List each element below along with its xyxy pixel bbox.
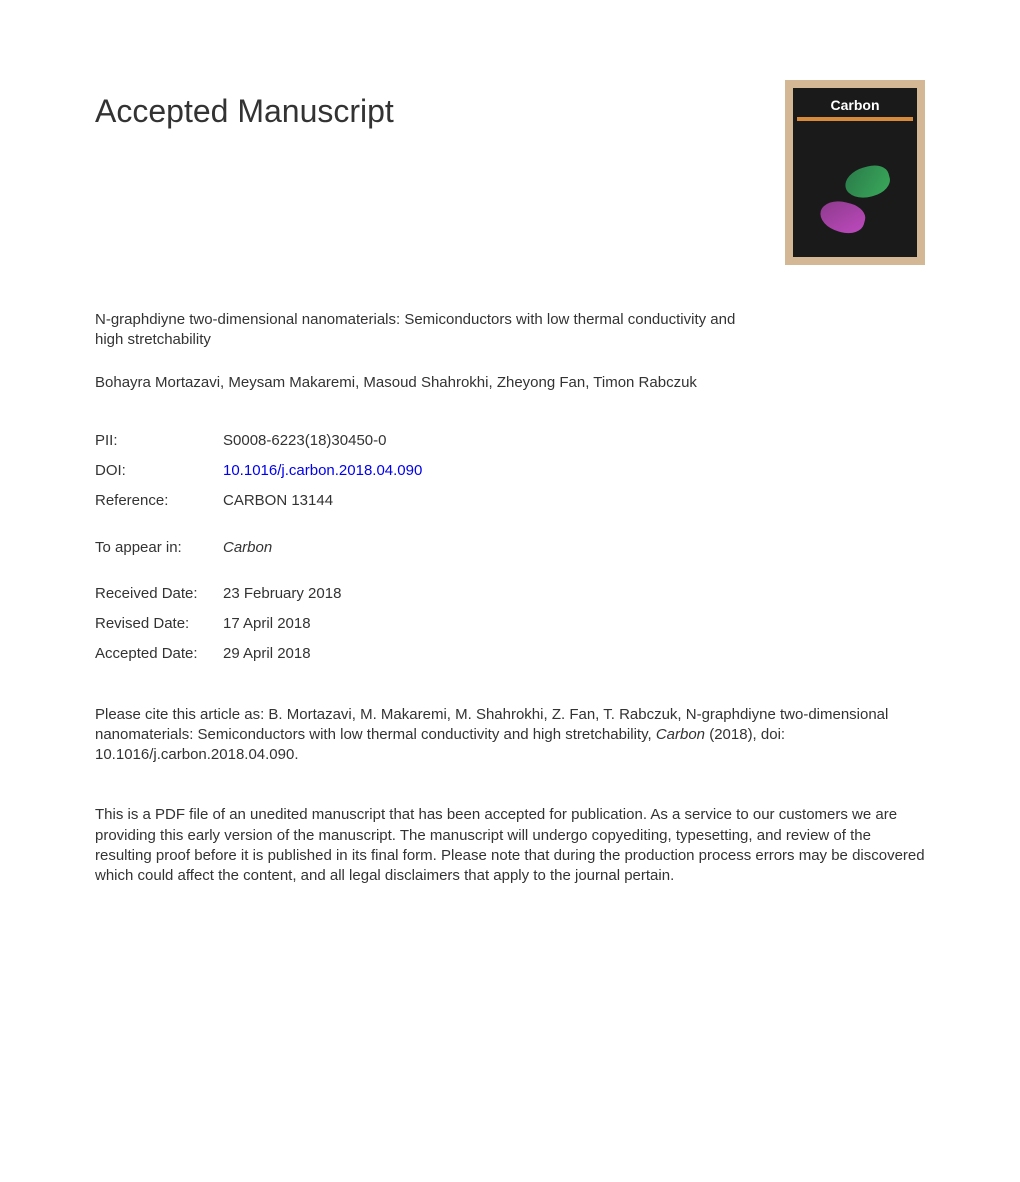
meta-value-doi[interactable]: 10.1016/j.carbon.2018.04.090 — [223, 461, 925, 481]
citation-journal: Carbon — [656, 726, 705, 743]
article-title: N-graphdiyne two-dimensional nanomateria… — [95, 310, 745, 351]
meta-row-reference: Reference: CARBON 13144 — [95, 491, 925, 511]
journal-cover-inner: Carbon — [793, 88, 917, 257]
meta-label-received: Received Date: — [95, 584, 223, 604]
journal-cover-thumbnail: Carbon — [785, 80, 925, 265]
citation-text: Please cite this article as: B. Mortazav… — [95, 705, 925, 766]
meta-label-reference: Reference: — [95, 491, 223, 511]
meta-value-pii: S0008-6223(18)30450-0 — [223, 431, 925, 451]
meta-row-appear: To appear in: Carbon — [95, 538, 925, 558]
disclaimer-text: This is a PDF file of an unedited manusc… — [95, 805, 925, 886]
meta-label-appear: To appear in: — [95, 538, 223, 558]
meta-label-accepted: Accepted Date: — [95, 644, 223, 664]
meta-label-doi: DOI: — [95, 461, 223, 481]
meta-value-appear: Carbon — [223, 538, 925, 558]
meta-value-revised: 17 April 2018 — [223, 614, 925, 634]
journal-cover-subtitle — [797, 117, 913, 121]
meta-label-revised: Revised Date: — [95, 614, 223, 634]
page-heading: Accepted Manuscript — [95, 90, 394, 133]
journal-cover-graphic — [815, 167, 895, 237]
metadata-table: PII: S0008-6223(18)30450-0 DOI: 10.1016/… — [95, 431, 925, 665]
meta-row-accepted: Accepted Date: 29 April 2018 — [95, 644, 925, 664]
meta-row-revised: Revised Date: 17 April 2018 — [95, 614, 925, 634]
meta-value-reference: CARBON 13144 — [223, 491, 925, 511]
meta-value-accepted: 29 April 2018 — [223, 644, 925, 664]
meta-row-doi: DOI: 10.1016/j.carbon.2018.04.090 — [95, 461, 925, 481]
meta-row-pii: PII: S0008-6223(18)30450-0 — [95, 431, 925, 451]
meta-label-pii: PII: — [95, 431, 223, 451]
meta-row-received: Received Date: 23 February 2018 — [95, 584, 925, 604]
journal-cover-title: Carbon — [793, 88, 917, 115]
meta-value-received: 23 February 2018 — [223, 584, 925, 604]
header-row: Accepted Manuscript Carbon — [95, 80, 925, 265]
article-authors: Bohayra Mortazavi, Meysam Makaremi, Maso… — [95, 373, 925, 393]
